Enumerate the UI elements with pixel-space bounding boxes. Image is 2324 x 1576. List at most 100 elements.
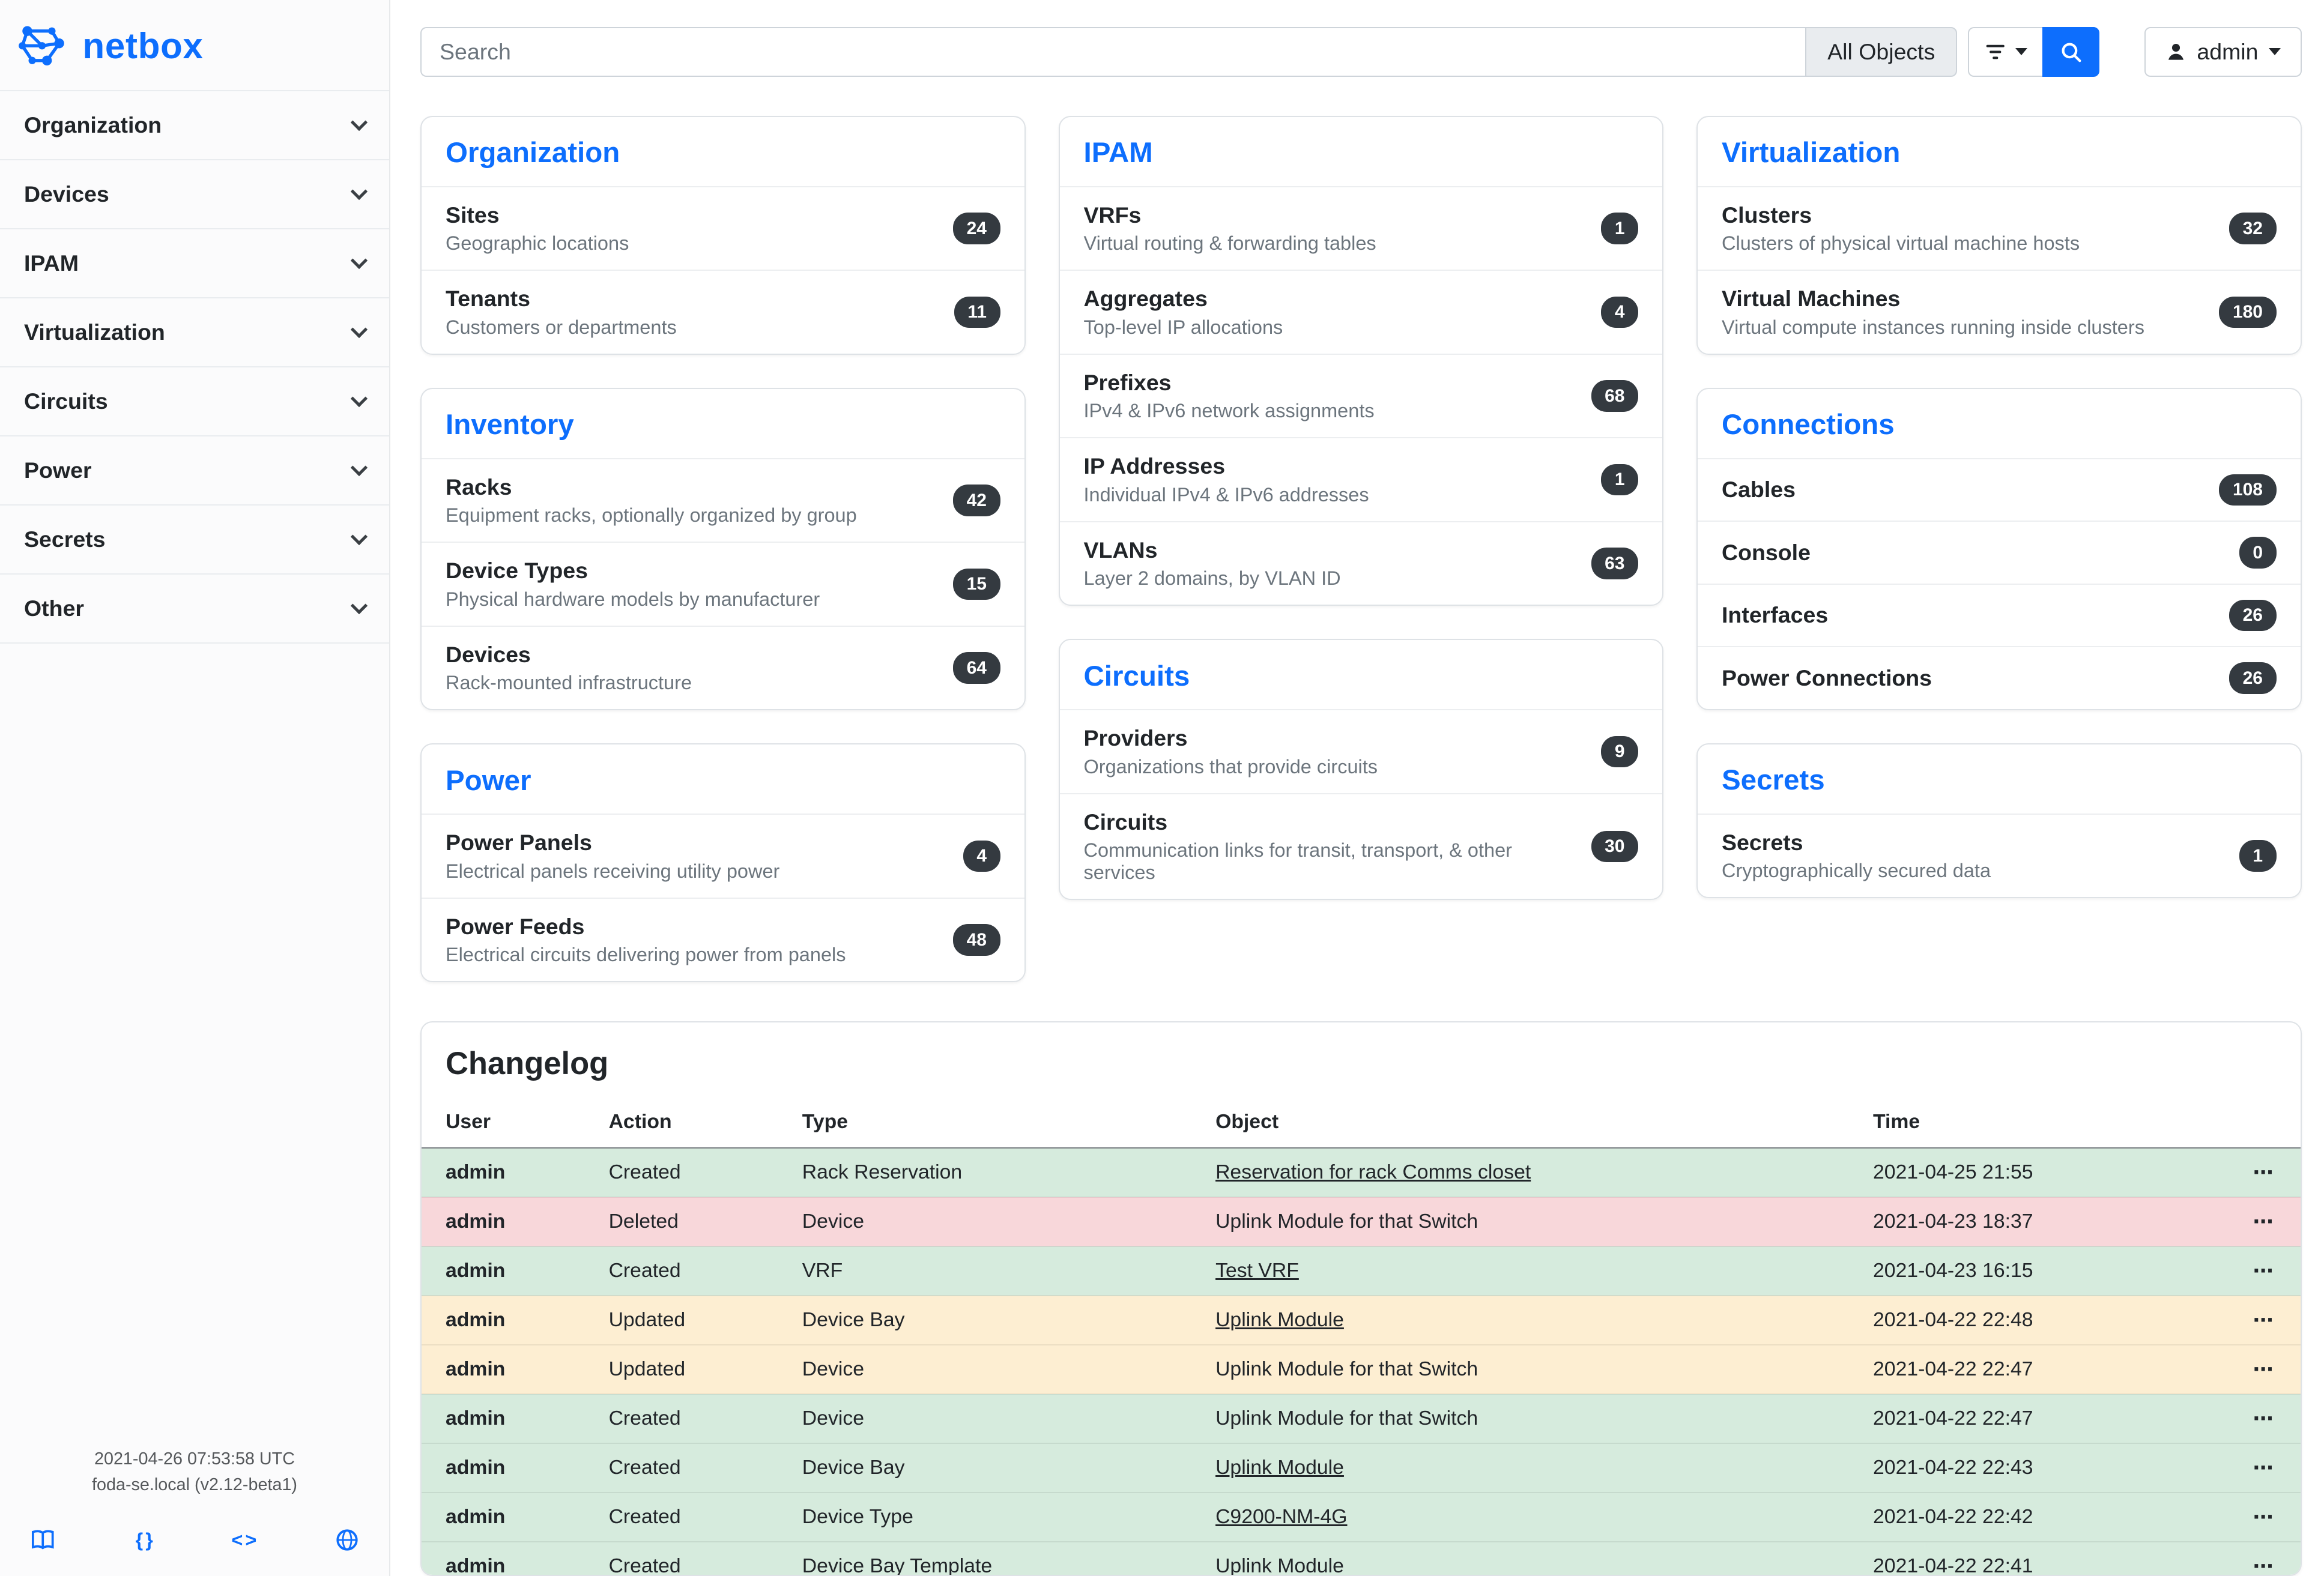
sidebar-item-circuits[interactable]: Circuits — [0, 367, 389, 436]
chevron-down-icon — [351, 321, 368, 337]
count-badge[interactable]: 68 — [1591, 380, 1638, 412]
docs-book-icon[interactable] — [30, 1529, 56, 1551]
row-actions-button[interactable]: ⋯ — [2206, 1197, 2300, 1246]
count-badge[interactable]: 11 — [954, 297, 1000, 328]
user-menu-button[interactable]: admin — [2144, 27, 2301, 77]
cell-type: Device Type — [784, 1493, 1197, 1542]
object-link[interactable]: Reservation for rack Comms closet — [1215, 1161, 1531, 1183]
count-badge[interactable]: 64 — [953, 652, 1000, 684]
search-scope-button[interactable]: All Objects — [1805, 27, 1957, 77]
count-badge[interactable]: 32 — [2229, 213, 2276, 244]
object-text: Uplink Module — [1215, 1554, 1344, 1576]
count-badge[interactable]: 42 — [953, 485, 1000, 516]
count-badge[interactable]: 48 — [953, 924, 1000, 956]
rest-api-braces-icon[interactable]: { } — [136, 1529, 152, 1551]
globe-icon[interactable] — [335, 1528, 359, 1552]
row-actions-button[interactable]: ⋯ — [2206, 1148, 2300, 1197]
chevron-down-icon — [351, 528, 368, 545]
sidebar-item-other[interactable]: Other — [0, 575, 389, 644]
cell-time: 2021-04-22 22:43 — [1855, 1443, 2206, 1493]
sidebar-item-label: Devices — [24, 181, 109, 207]
object-link[interactable]: Test VRF — [1215, 1259, 1299, 1282]
count-badge[interactable]: 4 — [1601, 297, 1638, 328]
count-badge[interactable]: 1 — [1601, 213, 1638, 244]
count-badge[interactable]: 9 — [1601, 736, 1638, 768]
netbox-logo[interactable]: netbox — [0, 0, 389, 90]
api-code-icon[interactable]: < > — [231, 1529, 255, 1551]
item-name: VLANs — [1084, 537, 1341, 563]
sidebar-item-secrets[interactable]: Secrets — [0, 506, 389, 575]
count-badge[interactable]: 180 — [2219, 297, 2276, 328]
row-actions-button[interactable]: ⋯ — [2206, 1443, 2300, 1493]
count-badge[interactable]: 63 — [1591, 548, 1638, 579]
item-description: Customers or departments — [446, 316, 677, 339]
column-header-actions — [2206, 1097, 2300, 1148]
sidebar-item-devices[interactable]: Devices — [0, 160, 389, 229]
search-submit-button[interactable] — [2042, 27, 2099, 77]
row-actions-button[interactable]: ⋯ — [2206, 1493, 2300, 1542]
dashboard-item-cables[interactable]: Cables 108 — [1698, 458, 2301, 521]
cell-object: Uplink Module — [1197, 1443, 1855, 1493]
count-badge[interactable]: 1 — [2239, 840, 2277, 872]
count-badge[interactable]: 4 — [963, 841, 1000, 872]
row-actions-button[interactable]: ⋯ — [2206, 1394, 2300, 1443]
count-badge[interactable]: 26 — [2229, 600, 2276, 632]
search-input[interactable] — [420, 27, 1805, 77]
row-actions-button[interactable]: ⋯ — [2206, 1345, 2300, 1394]
count-badge[interactable]: 15 — [953, 569, 1000, 600]
count-badge[interactable]: 24 — [953, 213, 1000, 244]
row-actions-button[interactable]: ⋯ — [2206, 1542, 2300, 1576]
item-text: Cables — [1722, 477, 1796, 503]
count-badge[interactable]: 108 — [2219, 474, 2276, 506]
dashboard-item-vlans[interactable]: VLANs Layer 2 domains, by VLAN ID 63 — [1060, 521, 1663, 605]
column-header-time: Time — [1855, 1097, 2206, 1148]
item-name: IP Addresses — [1084, 453, 1369, 479]
count-badge[interactable]: 30 — [1591, 831, 1638, 863]
column-header-user: User — [422, 1097, 591, 1148]
item-description: Layer 2 domains, by VLAN ID — [1084, 567, 1341, 590]
object-link[interactable]: C9200-NM-4G — [1215, 1505, 1347, 1528]
count-badge[interactable]: 0 — [2239, 537, 2277, 569]
sidebar-item-ipam[interactable]: IPAM — [0, 229, 389, 298]
sidebar-item-virtualization[interactable]: Virtualization — [0, 298, 389, 367]
sidebar-item-power[interactable]: Power — [0, 436, 389, 506]
object-link[interactable]: Uplink Module — [1215, 1456, 1344, 1479]
row-actions-button[interactable]: ⋯ — [2206, 1296, 2300, 1345]
item-description: Electrical panels receiving utility powe… — [446, 860, 779, 883]
item-name: Devices — [446, 642, 692, 668]
cell-object: Uplink Module for that Switch — [1197, 1345, 1855, 1394]
object-link[interactable]: Uplink Module — [1215, 1308, 1344, 1331]
count-badge[interactable]: 1 — [1601, 464, 1638, 496]
row-actions-button[interactable]: ⋯ — [2206, 1246, 2300, 1296]
cell-time: 2021-04-22 22:42 — [1855, 1493, 2206, 1542]
filter-dropdown-button[interactable] — [1968, 27, 2043, 77]
sidebar-item-organization[interactable]: Organization — [0, 91, 389, 160]
count-badge[interactable]: 26 — [2229, 662, 2276, 694]
card-title: Power — [422, 744, 1024, 814]
item-name: Sites — [446, 202, 629, 228]
